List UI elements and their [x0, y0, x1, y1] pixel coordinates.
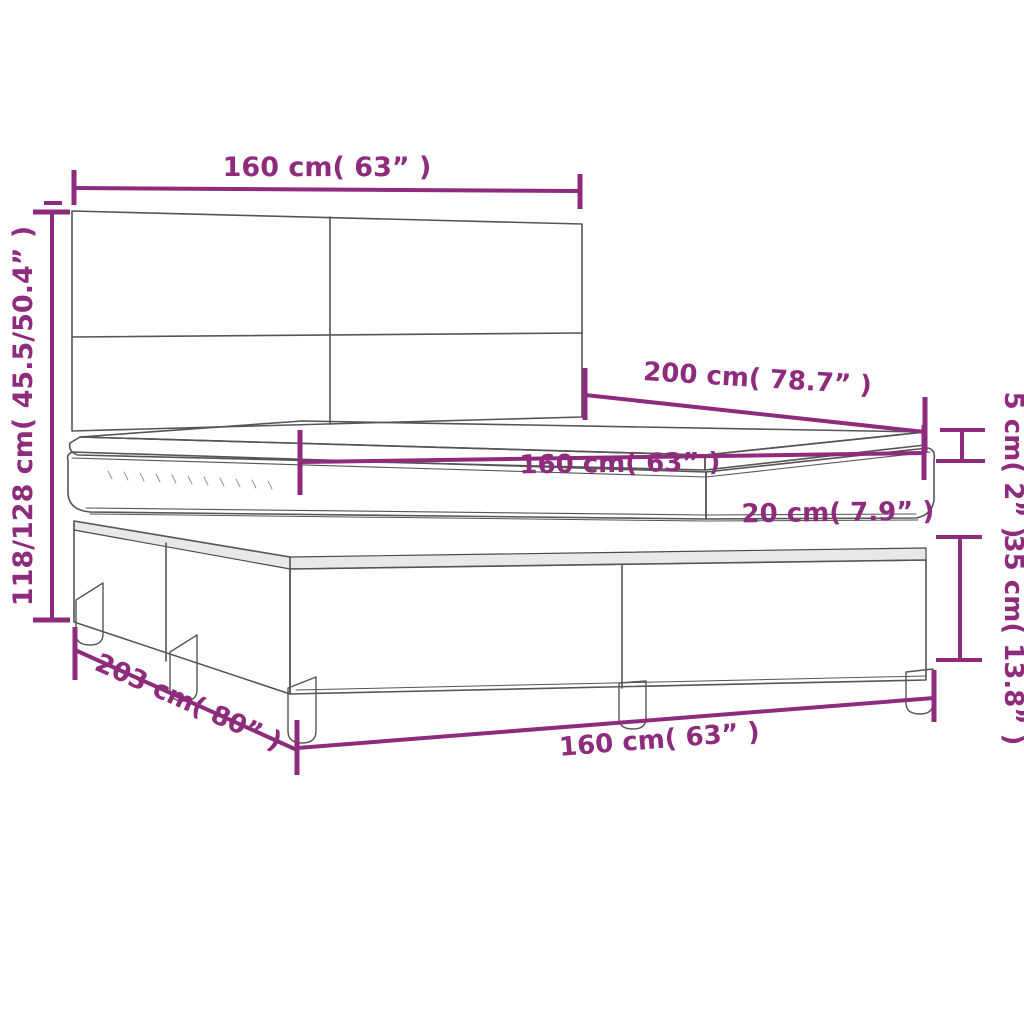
label-bed-depth: 200 cm( 78.7” ) [642, 357, 872, 401]
label-mattress-thickness: 20 cm( 7.9” ) [741, 497, 934, 530]
dimension-lines [33, 170, 985, 775]
label-mattress-width: 160 cm( 63” ) [519, 448, 720, 481]
label-base-depth: 203 cm( 80” ) [90, 648, 286, 757]
label-total-height: 118/128 cm( 45.5/50.4” ) [8, 226, 39, 606]
headboard [71, 210, 583, 432]
dim-line-base-height [936, 535, 982, 662]
label-headboard-width: 160 cm( 63” ) [223, 152, 432, 183]
mattress [66, 447, 936, 522]
label-base-height: 35 cm( 13.8” ) [998, 535, 1024, 746]
bed-base [73, 520, 927, 695]
bed-illustration [66, 210, 936, 744]
dim-line-total-height [33, 209, 70, 623]
dim-line-headboard-width [71, 170, 583, 209]
label-topper-thickness: 5 cm( 2” ) [998, 392, 1024, 539]
dim-line-topper-thickness [940, 428, 985, 463]
dim-line-mattress-width [297, 425, 927, 495]
dim-line-base-width [294, 670, 937, 775]
